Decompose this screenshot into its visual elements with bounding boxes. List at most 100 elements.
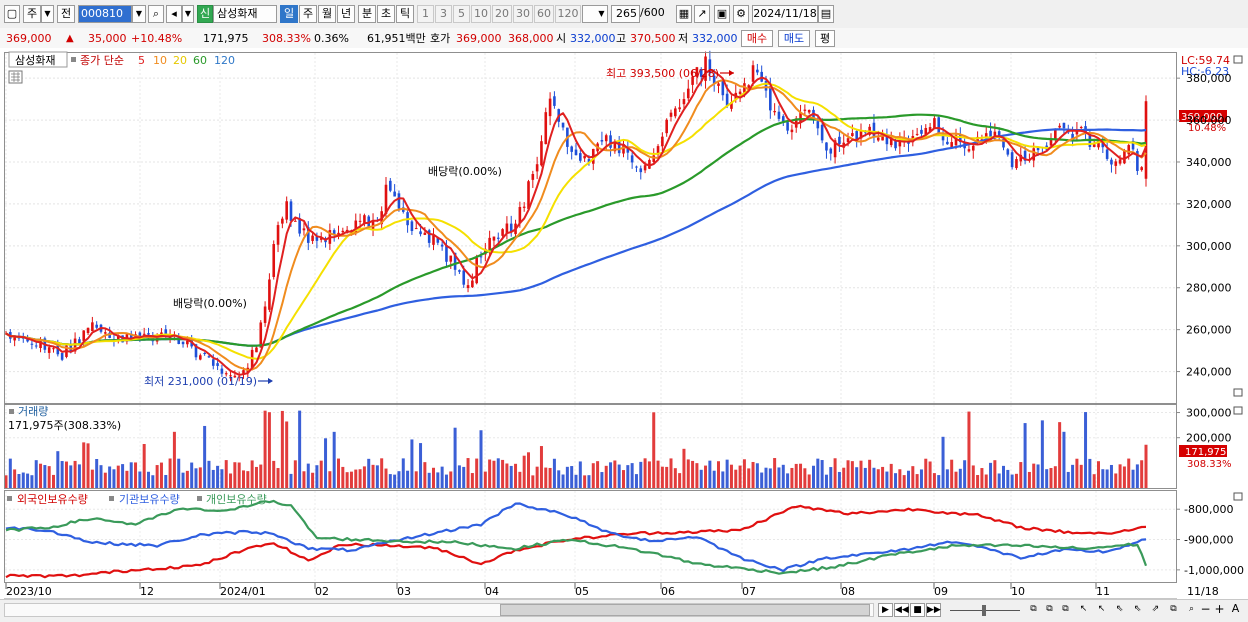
interval-5-button[interactable]: 5 xyxy=(453,5,470,23)
candle-body xyxy=(1023,150,1027,161)
draw-fibo-icon[interactable]: ⇖ xyxy=(1133,604,1142,614)
zoom-slider-thumb[interactable] xyxy=(982,605,986,616)
candle-body xyxy=(579,153,582,161)
buy-button[interactable]: 매수 xyxy=(741,30,773,47)
volume-bar xyxy=(466,458,470,488)
draw-ray-icon[interactable]: ↖ xyxy=(1097,604,1106,614)
period-second-tab[interactable]: 초 xyxy=(377,5,395,23)
volume-bar xyxy=(134,462,138,488)
scroll-last-icon[interactable]: ▶▶ xyxy=(926,603,941,617)
volume-bar xyxy=(1019,462,1023,488)
evaluate-button[interactable]: 평 xyxy=(815,30,835,47)
period-week-tab[interactable]: 주 xyxy=(299,5,317,23)
volume-bar xyxy=(712,470,716,488)
auto-scale-icon[interactable]: A xyxy=(1231,602,1240,615)
gear-icon[interactable]: ⚙ xyxy=(733,5,749,23)
date-axis-label: 11 xyxy=(1096,585,1110,598)
price-axis-label: 360,000 xyxy=(1186,114,1232,127)
volume-bar xyxy=(708,460,712,488)
holdings-panel-close-icon[interactable] xyxy=(1233,492,1243,501)
market-button[interactable]: 주 xyxy=(23,5,41,23)
candle-body xyxy=(648,159,651,169)
candle-body xyxy=(371,220,375,229)
prev-button[interactable]: 전 xyxy=(57,5,75,23)
search-zoom-icon[interactable]: ⌕ xyxy=(1188,604,1195,614)
stock-name-field[interactable]: 삼성화재 xyxy=(213,5,277,23)
copy-icon[interactable]: ⧉ xyxy=(1062,604,1069,614)
draw-line-icon[interactable]: ↖ xyxy=(1079,604,1088,614)
candle-body xyxy=(289,201,293,222)
volume-panel-close-icon[interactable] xyxy=(1233,406,1243,415)
signal-button[interactable]: 신 xyxy=(197,5,213,23)
min-price-annotation: 최저 231,000 (01/19) xyxy=(144,375,257,388)
sell-button[interactable]: 매도 xyxy=(778,30,810,47)
chart-type-icon[interactable]: ⧉ xyxy=(1030,604,1037,614)
volume-bar xyxy=(717,461,720,488)
period-minute-tab[interactable]: 분 xyxy=(358,5,376,23)
volume-bar xyxy=(121,464,125,488)
volume-bar xyxy=(807,474,811,488)
interval-3-button[interactable]: 3 xyxy=(435,5,452,23)
low-price: 332,000 xyxy=(692,32,738,45)
speaker-dropdown-icon[interactable]: ▼ xyxy=(182,5,194,23)
volume-bar xyxy=(1006,469,1010,488)
volume-bar xyxy=(794,463,798,488)
volume-bar xyxy=(30,475,34,488)
volume-bar xyxy=(1097,461,1100,488)
interval-1-button[interactable]: 1 xyxy=(417,5,434,23)
price-panel-scroll-icon[interactable] xyxy=(1233,55,1243,64)
period-tick-tab[interactable]: 틱 xyxy=(396,5,414,23)
date-input[interactable]: 2024/11/18 xyxy=(752,5,818,23)
zoom-in-icon[interactable]: + xyxy=(1214,602,1225,616)
stock-code-input[interactable]: 000810 xyxy=(78,5,132,23)
snapshot-icon[interactable]: ⧉ xyxy=(1170,604,1177,614)
hc-indicator: HC:-6.23 xyxy=(1181,65,1229,78)
volume-bars xyxy=(4,410,1148,488)
interval-10-button[interactable]: 10 xyxy=(471,5,491,23)
interval-60-button[interactable]: 60 xyxy=(534,5,554,23)
scroll-first-icon[interactable]: ◀◀ xyxy=(894,603,909,617)
candle-body xyxy=(950,142,953,149)
volume-value: 171,975 xyxy=(203,32,249,45)
candle-body xyxy=(587,159,591,164)
code-dropdown-icon[interactable]: ▼ xyxy=(132,5,146,23)
period-day-tab[interactable]: 일 xyxy=(280,5,298,23)
volume-bar xyxy=(634,474,638,488)
volume-bar xyxy=(367,458,371,488)
scroll-right-icon[interactable]: ▶ xyxy=(878,603,893,617)
volume-bar xyxy=(872,467,876,488)
zoom-tool-icon[interactable]: ↗ xyxy=(694,5,710,23)
chart-canvas[interactable]: 삼성화재 종가 단순 5 10 20 60 120 LC:59.74 HC:-6… xyxy=(0,48,1248,599)
price-panel-scroll-down-icon[interactable] xyxy=(1233,388,1243,397)
candle-body xyxy=(13,337,16,341)
compare-icon[interactable]: ⧉ xyxy=(1046,604,1053,614)
max-arrow-icon xyxy=(729,70,734,76)
individual-holdings-line xyxy=(5,499,1148,575)
window-icon[interactable]: ▢ xyxy=(4,5,20,23)
current-price-badge-value: 369,000 xyxy=(1181,112,1222,123)
period-month-tab[interactable]: 월 xyxy=(318,5,336,23)
save-icon[interactable]: ▣ xyxy=(714,5,730,23)
speaker-icon[interactable]: ◂ xyxy=(166,5,182,23)
interval-20-button[interactable]: 20 xyxy=(492,5,512,23)
interval-dropdown-icon[interactable]: ▼ xyxy=(596,5,608,23)
zoom-out-icon[interactable]: − xyxy=(1200,602,1211,616)
draw-channel-icon[interactable]: ⇗ xyxy=(1151,604,1160,614)
draw-trend-icon[interactable]: ⇖ xyxy=(1115,604,1124,614)
candle-body xyxy=(1144,101,1148,179)
period-year-tab[interactable]: 년 xyxy=(337,5,355,23)
calendar-icon[interactable]: ▤ xyxy=(818,5,834,23)
market-dropdown-icon[interactable]: ▼ xyxy=(41,5,54,23)
volume-bar xyxy=(561,474,565,488)
volume-bar xyxy=(924,458,928,488)
candle-body xyxy=(859,130,863,139)
scroll-thumb[interactable] xyxy=(500,604,870,616)
volume-bar xyxy=(1118,464,1122,488)
interval-30-button[interactable]: 30 xyxy=(513,5,533,23)
interval-120-button[interactable]: 120 xyxy=(555,5,581,23)
search-icon[interactable]: ⌕ xyxy=(148,5,164,23)
data-count-input[interactable]: 265 xyxy=(611,5,640,23)
stop-icon[interactable]: ■ xyxy=(910,603,925,617)
volume-bar xyxy=(531,475,535,488)
chart-tools-icon[interactable]: ▦ xyxy=(676,5,692,23)
